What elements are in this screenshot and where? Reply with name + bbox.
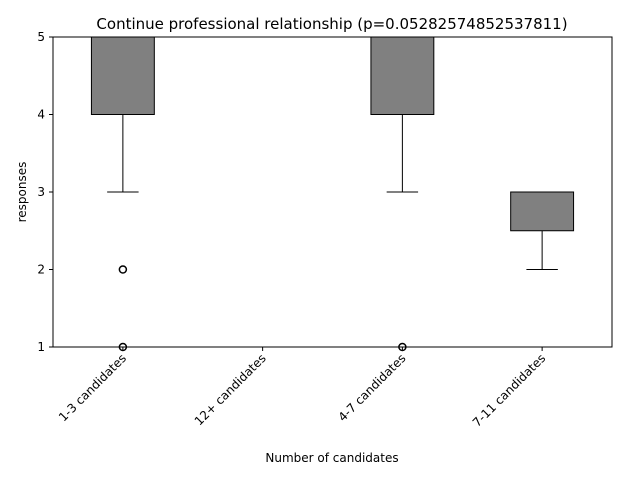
x-tick-label: 4-7 candidates [335,351,408,424]
y-tick-label: 5 [37,30,45,44]
box-iqr [370,36,435,115]
y-tick-label: 2 [37,263,45,277]
outlier-point [118,265,128,274]
x-tick-label: 7-11 candidates [470,351,548,429]
box-1 [90,36,155,352]
y-tick-label: 1 [37,340,45,354]
plot-area [90,36,575,352]
y-tick-label: 4 [37,108,45,122]
box-iqr [90,36,155,115]
chart-title: Continue professional relationship (p=0.… [96,15,567,33]
box-3 [370,36,435,352]
box-iqr [510,191,575,232]
x-tick-label: 12+ candidates [192,351,269,428]
y-axis: 1 2 3 4 5 [37,30,53,354]
y-tick-label: 3 [37,185,45,199]
x-axis: 1-3 candidates 12+ candidates 4-7 candidat… [56,347,548,430]
box-4 [510,191,575,270]
x-axis-label: Number of candidates [265,451,398,465]
y-axis-label: responses [15,162,29,223]
x-tick-label: 1-3 candidates [56,351,129,424]
